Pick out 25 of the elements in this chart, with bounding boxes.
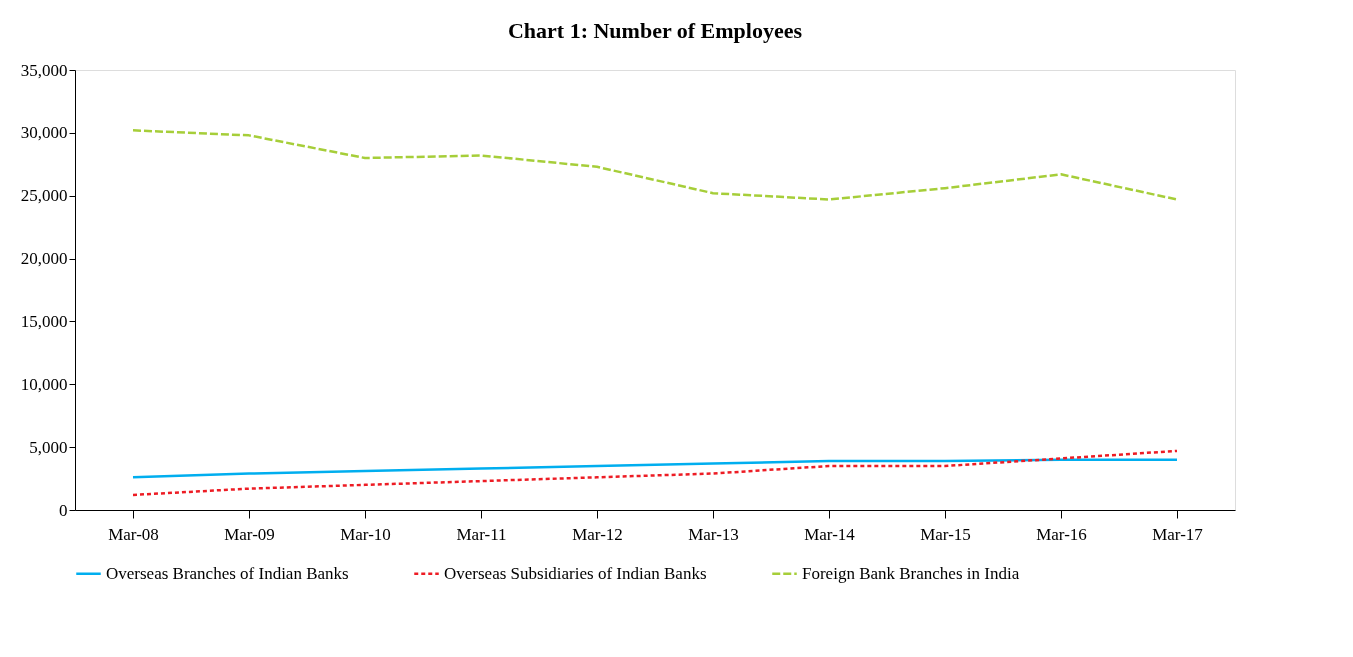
legend-label: Foreign Bank Branches in India	[802, 563, 1020, 583]
y-tick-label: 5,000	[29, 437, 68, 457]
line-series	[131, 129, 1179, 201]
x-tick-label: Mar-15	[920, 524, 971, 544]
y-tick-label: 30,000	[20, 123, 68, 143]
x-tick-label: Mar-11	[456, 524, 507, 544]
line-series	[131, 458, 1179, 479]
legend-label: Overseas Subsidiaries of Indian Banks	[444, 563, 707, 583]
line-series	[131, 449, 1179, 497]
y-tick-label: 20,000	[20, 249, 68, 269]
x-tick-label: Mar-16	[1036, 524, 1087, 544]
y-tick-label: 10,000	[20, 374, 68, 394]
y-tick-label: 25,000	[20, 186, 68, 206]
x-tick-label: Mar-12	[572, 524, 623, 544]
legend-label: Overseas Branches of Indian Banks	[106, 563, 349, 583]
x-tick-label: Mar-08	[108, 524, 159, 544]
x-tick-label: Mar-17	[1152, 524, 1204, 544]
x-tick-label: Mar-09	[224, 524, 275, 544]
x-tick-label: Mar-13	[688, 524, 739, 544]
x-tick-label: Mar-14	[804, 524, 856, 544]
x-tick-label: Mar-10	[340, 524, 391, 544]
y-tick-label: 35,000	[20, 60, 68, 80]
y-tick-label: 15,000	[20, 311, 68, 331]
y-tick-label: 0	[59, 500, 68, 520]
chart-title: Chart 1: Number of Employees	[507, 18, 803, 43]
